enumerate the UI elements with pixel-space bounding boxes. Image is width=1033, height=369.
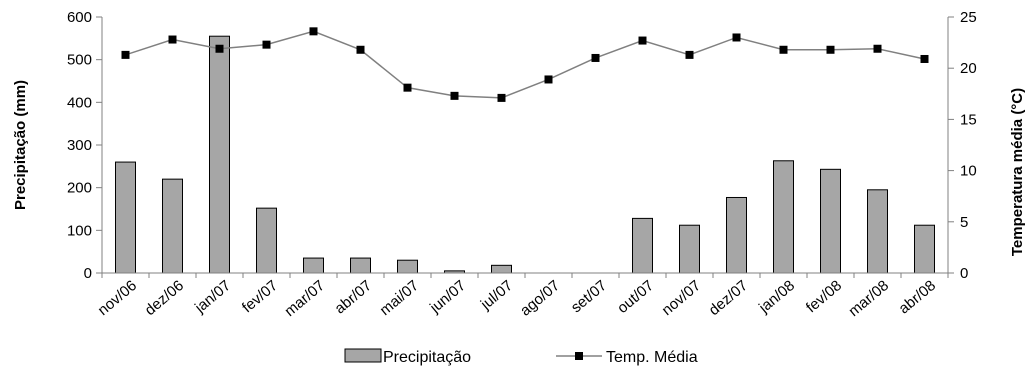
temperature-point-nov/06 [121, 50, 130, 59]
x-tick-label-jan/07: jan/07 [191, 277, 234, 317]
temperature-point-abr/07 [356, 45, 365, 54]
temperature-point-fev/08 [826, 45, 835, 54]
x-tick-label-fev/08: fev/08 [803, 277, 845, 316]
bar-fev/08 [820, 168, 841, 274]
bar-nov/07 [679, 224, 700, 274]
y-tick-label-left-200: 200 [67, 180, 92, 197]
legend-temperature-label: Temp. Média [606, 349, 698, 366]
x-tick-labels: nov/06 dez/06 jan/07 fev/07 mar/07 abr/07 mai/… [95, 277, 939, 320]
y-tick-label-left-100: 100 [67, 222, 92, 239]
x-tick-label-mai/07: mai/07 [377, 277, 422, 319]
temperature-point-jan/08 [779, 45, 788, 54]
y-axis-title-left-text: Precipitação (mm) [12, 80, 29, 210]
bar-nov/06 [115, 161, 136, 274]
x-tick-label-dez/07: dez/07 [706, 277, 751, 319]
legend: Precipitação Temp. Média [344, 348, 698, 366]
x-tick-label-ago/07: ago/07 [517, 277, 563, 320]
x-tick-label-abr/08: abr/08 [896, 277, 940, 317]
temperature-point-mai/07 [403, 83, 412, 92]
temperature-point-jul/07 [497, 93, 506, 102]
y-tick-label-right-25: 25 [960, 9, 977, 26]
bar-abr/08 [914, 224, 935, 274]
y-tick-label-left-500: 500 [67, 52, 92, 69]
temperature-point-mar/08 [873, 44, 882, 53]
y-tick-label-right-5: 5 [960, 214, 968, 231]
temperature-point-dez/07 [732, 33, 741, 42]
y-tick-label-right-20: 20 [960, 60, 977, 77]
x-tick-label-nov/07: nov/07 [659, 277, 704, 319]
x-tick-label-jan/08: jan/08 [755, 277, 798, 317]
y-axis-title-right: Temperatura média (°C) [1009, 88, 1026, 256]
x-tick-label-dez/06: dez/06 [142, 277, 187, 319]
x-tick-label-nov/06: nov/06 [95, 277, 140, 319]
temperature-line [125, 30, 925, 99]
bar-mar/08 [867, 189, 888, 274]
x-tick-label-jul/07: jul/07 [477, 277, 516, 314]
y-tick-label-left-400: 400 [67, 94, 92, 111]
temperature-point-mar/07 [309, 27, 318, 36]
legend-precipitation-swatch [344, 348, 382, 363]
temperature-point-nov/07 [685, 50, 694, 59]
x-tick-label-mar/08: mar/08 [845, 277, 892, 320]
x-tick-label-abr/07: abr/07 [332, 277, 376, 317]
legend-temperature-marker [575, 352, 583, 360]
temperature-point-abr/08 [920, 54, 929, 63]
y-tick-label-right-0: 0 [960, 265, 968, 282]
bar-series [115, 35, 935, 274]
x-tick-label-fev/07: fev/07 [239, 277, 281, 316]
line-series [121, 27, 929, 102]
y-tick-label-left-600: 600 [67, 9, 92, 26]
bar-jan/07 [209, 35, 230, 274]
temperature-point-fev/07 [262, 40, 271, 49]
temperature-point-jan/07 [215, 44, 224, 53]
bar-jan/08 [773, 160, 794, 274]
y-tick-label-left-0: 0 [84, 265, 92, 282]
x-tick-label-out/07: out/07 [614, 277, 657, 317]
x-tick-label-jun/07: jun/07 [426, 277, 469, 317]
y-tick-label-right-10: 10 [960, 163, 977, 180]
temperature-point-out/07 [638, 36, 647, 45]
bar-dez/07 [726, 196, 747, 274]
bar-mai/07 [397, 259, 418, 274]
x-tick-label-mar/07: mar/07 [281, 277, 328, 320]
x-tick-label-set/07: set/07 [568, 277, 610, 316]
y-axis-title-right-text: Temperatura média (°C) [1009, 88, 1026, 256]
temperature-point-dez/06 [168, 35, 177, 44]
legend-precipitation-label: Precipitação [383, 349, 471, 366]
bar-abr/07 [350, 257, 371, 274]
bar-dez/06 [162, 178, 183, 274]
bar-fev/07 [256, 207, 277, 274]
temperature-point-ago/07 [544, 75, 553, 84]
bar-jul/07 [491, 264, 512, 274]
y-tick-label-left-300: 300 [67, 137, 92, 154]
axes: 0 100 200 300 400 500 600 0 5 10 15 20 25 [67, 9, 977, 282]
y-axis-title-left: Precipitação (mm) [12, 80, 29, 210]
bar-out/07 [632, 217, 653, 274]
bar-mar/07 [303, 257, 324, 274]
y-tick-label-right-15: 15 [960, 111, 977, 128]
temperature-point-jun/07 [450, 91, 459, 100]
temperature-point-set/07 [591, 53, 600, 62]
